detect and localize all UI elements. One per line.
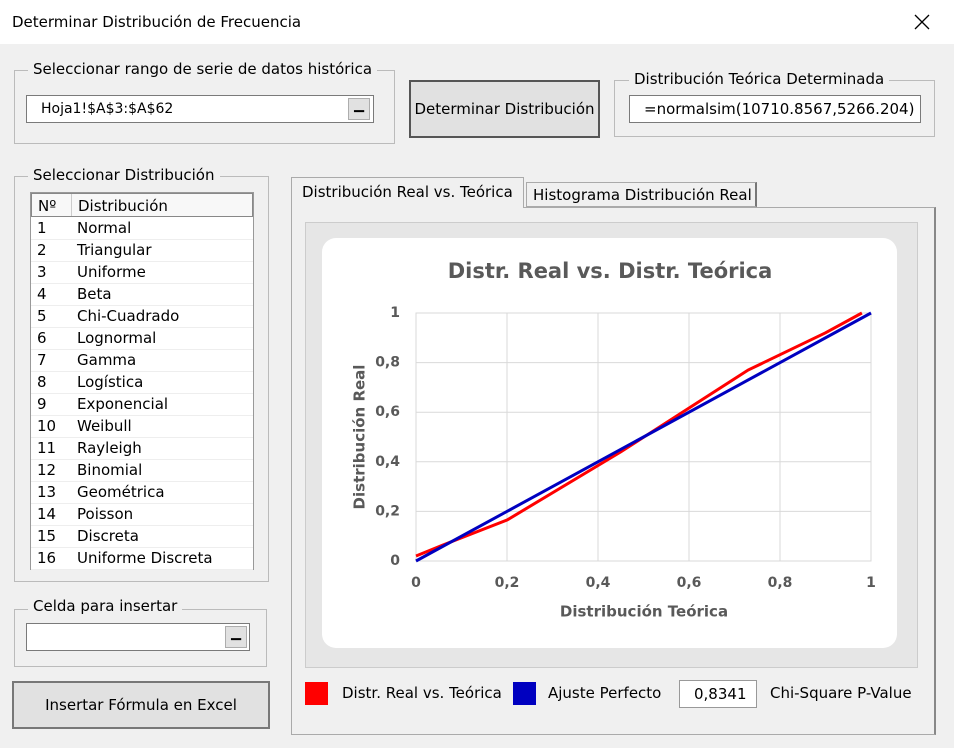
y-tick-label: 0,8 (375, 355, 400, 371)
y-tick-label: 1 (390, 305, 400, 321)
data-line (415, 311, 872, 563)
tab[interactable]: Histograma Distribución Real (526, 182, 757, 207)
table-row[interactable]: 8 Logística (31, 371, 253, 394)
table-cell: 1 (37, 219, 47, 237)
p-value-label: Chi-Square P-Value (770, 684, 912, 702)
y-tick-label: 0 (390, 553, 400, 569)
range-label: Seleccionar rango de serie de datos hist… (28, 60, 378, 78)
p-value-box: 0,8341 (679, 680, 757, 708)
x-tick-label: 0,4 (586, 575, 611, 591)
table-cell: 6 (37, 329, 47, 347)
table-cell: Exponencial (77, 395, 169, 413)
table-row[interactable]: 15 Discreta (31, 525, 253, 548)
table-cell: 14 (37, 505, 57, 523)
table-row[interactable]: 6 Lognormal (31, 327, 253, 350)
table-row[interactable]: 14 Poisson (31, 503, 253, 526)
table-cell: Triangular (77, 241, 152, 259)
table-cell: Poisson (77, 505, 134, 523)
table-cell: 15 (37, 527, 57, 545)
result-value: =normalsim(10710.8567,5266.204) (644, 100, 915, 118)
determine-button[interactable]: Determinar Distribución (409, 80, 600, 138)
insert-input[interactable] (26, 623, 250, 651)
table-row[interactable]: 11 Rayleigh (31, 437, 253, 460)
table-cell: 9 (37, 395, 47, 413)
x-tick-label: 0,6 (677, 575, 702, 591)
table-row[interactable]: 3 Uniforme (31, 261, 253, 284)
table-row[interactable]: 16 Uniforme Discreta (31, 547, 253, 570)
chart-title: Distr. Real vs. Distr. Teórica (448, 259, 773, 283)
table-cell: 5 (37, 307, 47, 325)
y-axis-label: Distribución Real (351, 365, 369, 510)
x-axis-label: Distribución Teórica (560, 603, 728, 621)
table-cell: 7 (37, 351, 47, 369)
insert-picker[interactable]: ▁ (225, 626, 247, 648)
table-cell: 10 (37, 417, 57, 435)
table-row[interactable]: 5 Chi-Cuadrado (31, 305, 253, 328)
legend-swatch (513, 682, 536, 705)
y-tick-label: 0,2 (375, 503, 400, 519)
table-row[interactable]: 7 Gamma (31, 349, 253, 372)
distribution-table: Nº Distribución 1 Normal 2 Triangular 3 Unifo… (30, 192, 254, 570)
table-cell: Binomial (77, 461, 143, 479)
table-cell: Uniforme (77, 263, 146, 281)
table-cell: 12 (37, 461, 57, 479)
table-row[interactable]: 10 Weibull (31, 415, 253, 438)
window-title: Determinar Distribución de Frecuencia (12, 13, 302, 31)
table-cell: Lognormal (77, 329, 157, 347)
close-button[interactable] (912, 12, 932, 32)
table-header: Nº Distribución (31, 193, 253, 217)
distribution-label: Seleccionar Distribución (28, 166, 220, 184)
legend-swatch (305, 682, 328, 705)
range-picker[interactable]: ▁ (348, 98, 370, 120)
table-cell: 3 (37, 263, 47, 281)
table-cell: Gamma (77, 351, 137, 369)
insert-button[interactable]: Insertar Fórmula en Excel (12, 681, 270, 729)
table-cell: 16 (37, 549, 57, 567)
tab-panel (291, 207, 936, 735)
header-cell: Nº (38, 197, 57, 215)
title-bar: Determinar Distribución de Frecuencia (0, 0, 954, 44)
table-row[interactable]: 12 Binomial (31, 459, 253, 482)
table-row[interactable]: 1 Normal (31, 217, 253, 240)
table-row[interactable]: 9 Exponencial (31, 393, 253, 416)
range-input[interactable]: Hoja1!$A$3:$A$62 (26, 95, 374, 123)
table-row[interactable]: 4 Beta (31, 283, 253, 306)
table-cell: Beta (77, 285, 112, 303)
x-tick-label: 0,8 (768, 575, 793, 591)
table-cell: 11 (37, 439, 57, 457)
insert-label: Celda para insertar (28, 597, 183, 615)
tab[interactable]: Distribución Real vs. Teórica (291, 177, 524, 208)
y-tick-label: 0,6 (375, 404, 400, 420)
x-tick-label: 0 (411, 575, 421, 591)
table-row[interactable]: 2 Triangular (31, 239, 253, 262)
y-tick-label: 0,4 (375, 454, 400, 470)
range-value: Hoja1!$A$3:$A$62 (41, 101, 174, 117)
chart-background (322, 238, 897, 648)
legend-label: Ajuste Perfecto (548, 684, 662, 702)
table-cell: Geométrica (77, 483, 165, 501)
table-cell: Normal (77, 219, 132, 237)
table-cell: Chi-Cuadrado (77, 307, 180, 325)
x-tick-label: 1 (866, 575, 876, 591)
table-cell: Discreta (77, 527, 139, 545)
table-cell: 13 (37, 483, 57, 501)
table-cell: Uniforme Discreta (77, 549, 213, 567)
table-cell: Rayleigh (77, 439, 142, 457)
result-label: Distribución Teórica Determinada (629, 70, 890, 88)
table-cell: 8 (37, 373, 47, 391)
table-cell: Logística (77, 373, 144, 391)
p-value: 0,8341 (694, 685, 747, 703)
table-cell: Weibull (77, 417, 132, 435)
x-tick-label: 0,2 (495, 575, 520, 591)
header-cell: Distribución (78, 197, 168, 215)
chart: Distr. Real vs. Distr. Teórica Distribuc… (322, 238, 897, 648)
plot-border (415, 312, 872, 562)
table-row[interactable]: 13 Geométrica (31, 481, 253, 504)
legend-label: Distr. Real vs. Teórica (342, 684, 502, 702)
result-input[interactable]: =normalsim(10710.8567,5266.204) (629, 95, 921, 123)
table-cell: 4 (37, 285, 47, 303)
table-cell: 2 (37, 241, 47, 259)
